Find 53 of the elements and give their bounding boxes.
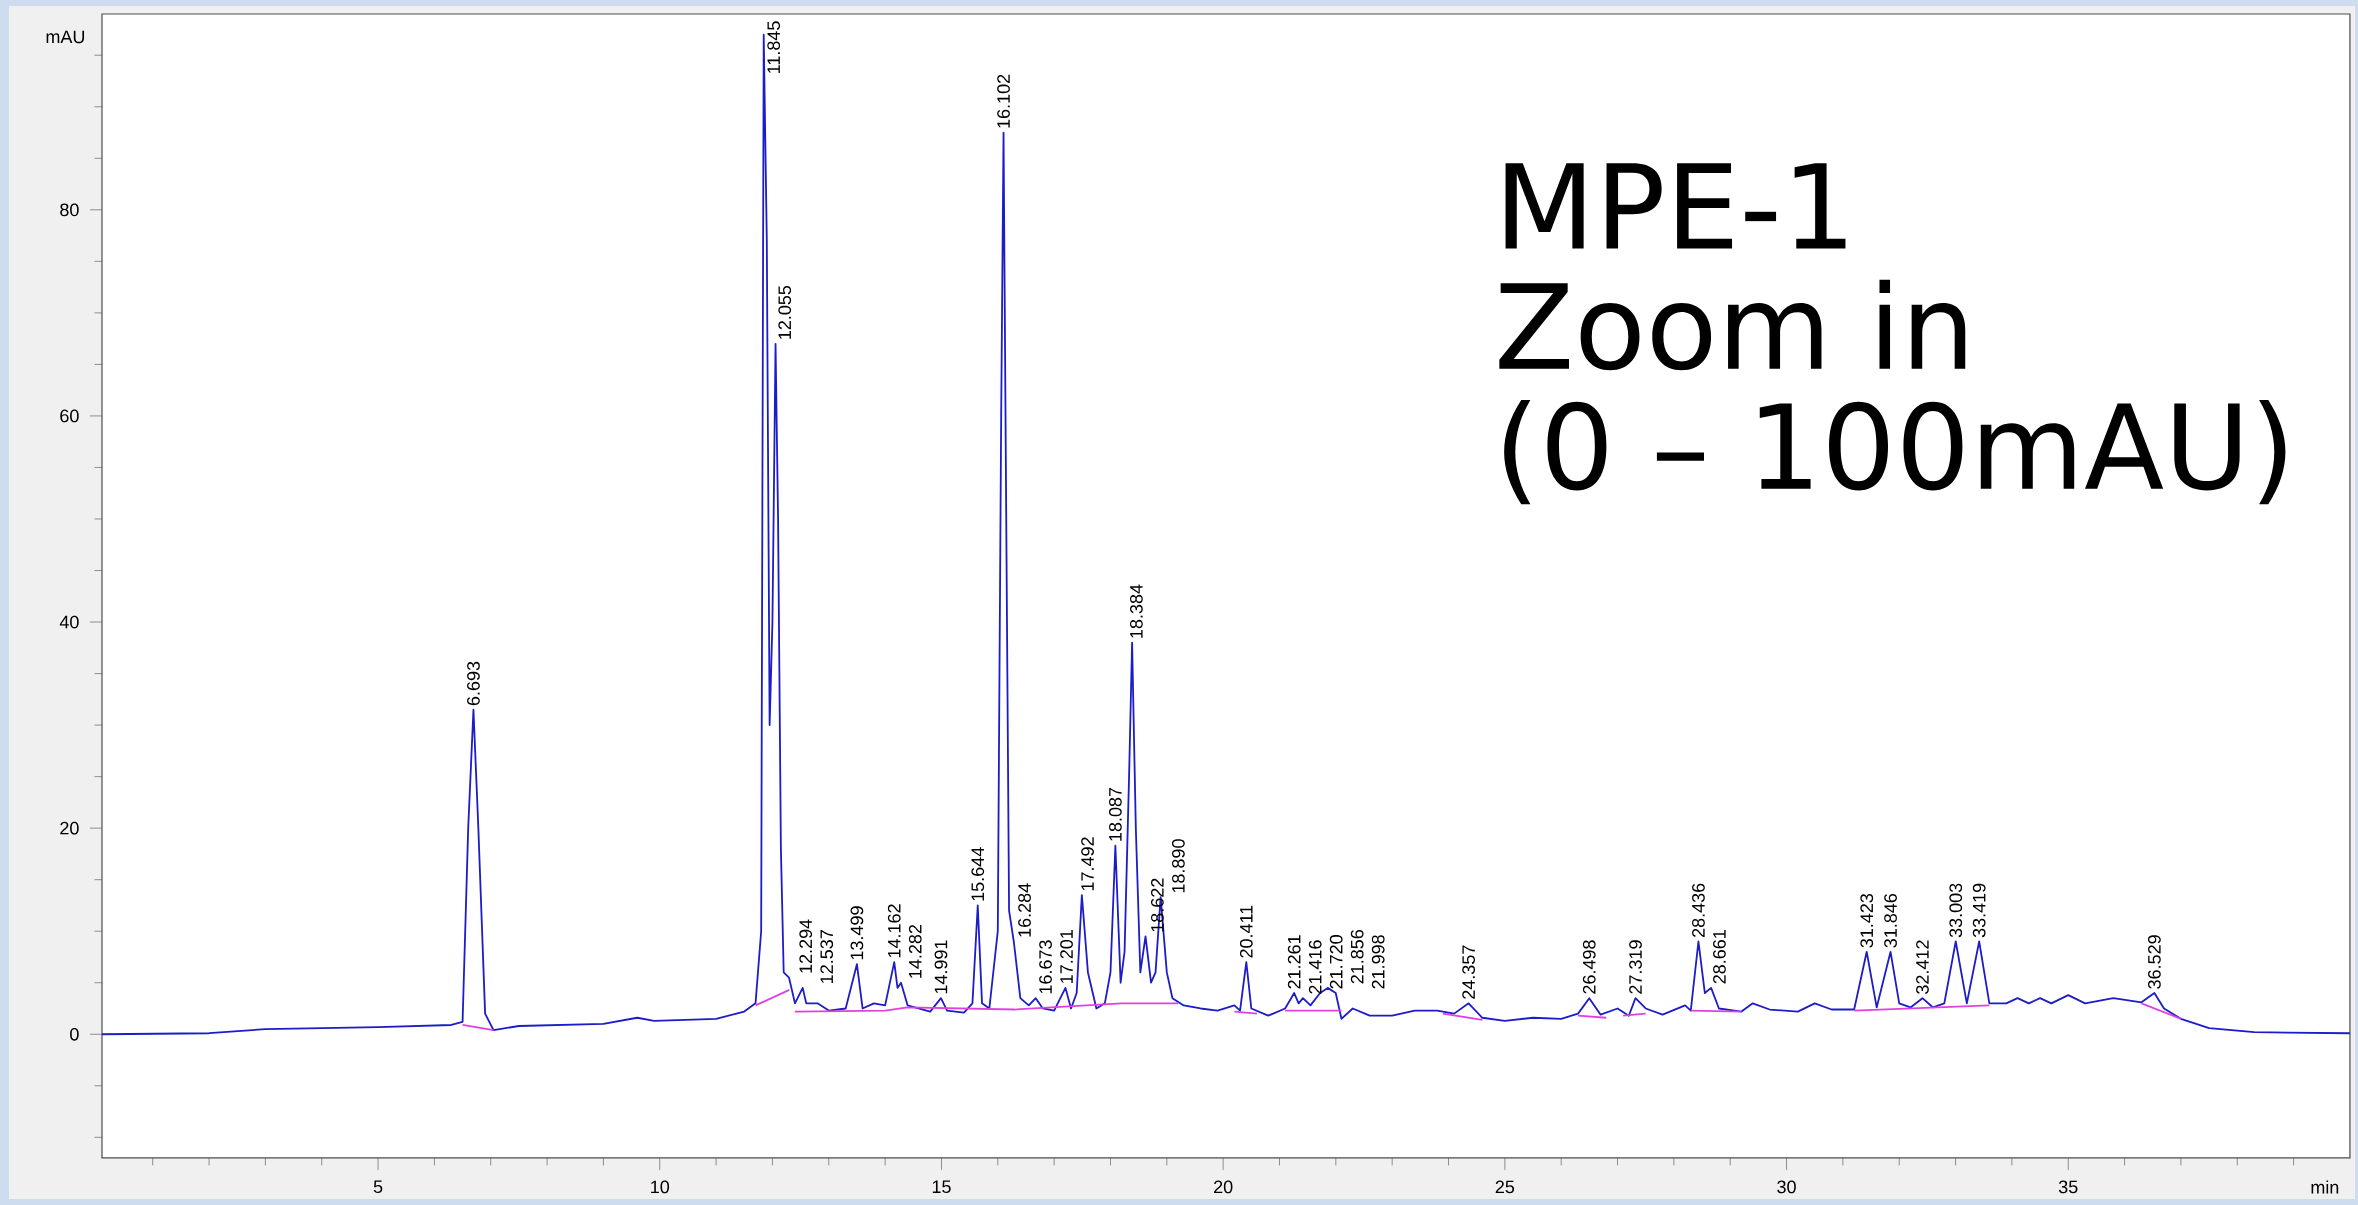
- annotation: 11.845: [767, 21, 781, 73]
- annotation: 21.416: [1308, 940, 1322, 994]
- annotation: 26.498: [1582, 940, 1596, 994]
- annotation: 33.419: [1972, 883, 1986, 938]
- annotation: 14.282: [908, 924, 922, 978]
- annotation: 28.436: [1692, 883, 1705, 938]
- annotation: 18.384: [1130, 584, 1143, 638]
- annotation: 20.411: [1239, 905, 1253, 958]
- annotation: 18.087: [1109, 787, 1122, 841]
- annotation: 28.661: [1713, 930, 1726, 984]
- x-tick-label: 25: [1495, 1180, 1515, 1194]
- annotation: 16.673: [1039, 940, 1052, 994]
- annotation: 16.284: [1018, 883, 1031, 937]
- annotation: 24.357: [1462, 945, 1476, 999]
- annotation: 17.201: [1060, 930, 1073, 983]
- x-axis-title: min: [2311, 1180, 2339, 1194]
- annotation: 21.720: [1329, 935, 1343, 989]
- y-tick-label: 80: [60, 203, 79, 217]
- annotation: 33.003: [1949, 883, 1963, 938]
- annotation: (0 – 100mAU): [1504, 399, 2286, 505]
- x-tick-label: 10: [651, 1180, 670, 1194]
- annotation: 14.991: [934, 940, 948, 994]
- y-tick-label: 60: [60, 409, 79, 423]
- y-tick-label: 0: [70, 1027, 79, 1041]
- annotation: Zoom in: [1499, 279, 1966, 371]
- annotation: 13.499: [850, 906, 864, 960]
- annotation: 31.846: [1884, 893, 1897, 948]
- y-tick-label: 40: [59, 615, 79, 629]
- annotation: 31.423: [1860, 893, 1874, 948]
- annotation: 21.261: [1287, 935, 1301, 989]
- annotation: 12.055: [778, 285, 792, 339]
- annotation: 21.998: [1371, 935, 1385, 989]
- annotation: 32.412: [1916, 940, 1929, 994]
- annotation: 36.529: [2148, 935, 2161, 989]
- annotation: 12.294: [799, 919, 813, 973]
- annotation: MPE-1: [1505, 163, 1846, 249]
- annotation: 16.102: [997, 74, 1010, 128]
- annotation: 27.319: [1629, 940, 1642, 994]
- y-axis-title: mAU: [46, 30, 85, 44]
- annotation: 21.856: [1350, 930, 1364, 984]
- annotation: 18.622: [1151, 878, 1164, 932]
- annotation: 12.537: [820, 930, 834, 983]
- annotation: 14.162: [887, 904, 901, 958]
- x-tick-label: 35: [2058, 1180, 2078, 1194]
- annotation: 6.693: [467, 661, 480, 706]
- x-tick-label: 15: [932, 1180, 951, 1194]
- x-tick-label: 5: [373, 1180, 383, 1194]
- annotation: 15.644: [971, 847, 985, 901]
- annotation: 17.492: [1081, 837, 1094, 891]
- x-tick-label: 20: [1214, 1180, 1233, 1194]
- y-tick-label: 20: [60, 821, 79, 835]
- annotation: 18.890: [1172, 839, 1185, 893]
- x-tick-label: 30: [1777, 1180, 1796, 1194]
